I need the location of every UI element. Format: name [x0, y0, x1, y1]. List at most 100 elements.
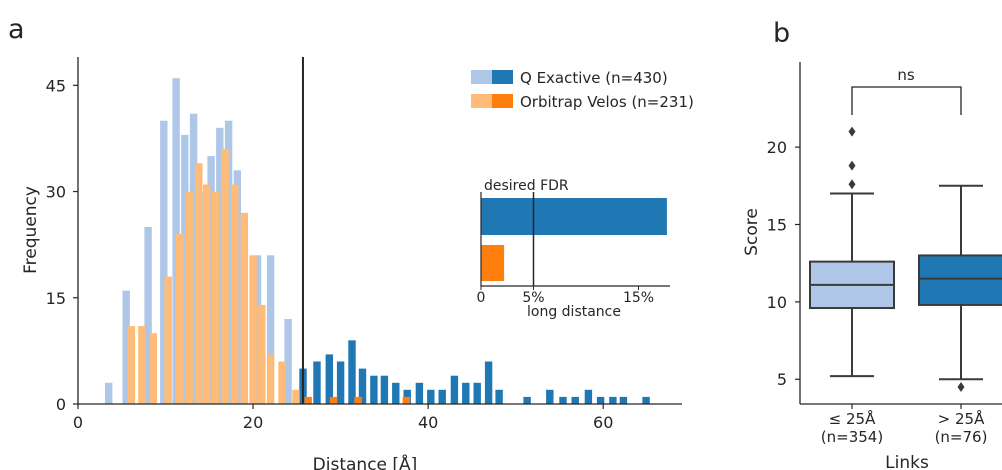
ov-bar-11	[240, 212, 248, 404]
box-y-tick-label-0: 5	[777, 370, 787, 389]
qe-bar-6	[189, 113, 198, 404]
ov-bar-17	[304, 396, 312, 404]
box-x-tick-label-1-0: > 25Å	[938, 409, 985, 428]
legend-label-qe: Q Exactive (n=430)	[520, 69, 668, 87]
significance-label: ns	[897, 66, 915, 84]
box-y-tick-label-2: 15	[767, 215, 787, 234]
qe-bar-18	[325, 354, 333, 404]
ov-bar-15	[278, 361, 286, 404]
inset-tick-label-1: 5%	[522, 290, 544, 306]
panel-label-a: a	[8, 14, 25, 45]
legend-swatch-ov-light	[471, 94, 492, 108]
qe-bar-2	[144, 227, 152, 404]
y-tick-label-1: 15	[46, 289, 66, 308]
inset-x-label: long distance	[527, 304, 621, 320]
histogram-bars	[105, 78, 650, 405]
fdr-inset-chart: desired FDR 0 5% 15% long distance	[477, 178, 670, 320]
qe-bar-38	[584, 389, 593, 404]
qe-bar-32	[484, 361, 493, 404]
boxplot-y-label: Score	[742, 208, 762, 256]
ov-bar-9	[221, 149, 229, 404]
box-y-tick-label-1: 10	[767, 293, 787, 312]
legend-swatch-qe-dark	[492, 70, 513, 84]
qe-bar-13	[253, 255, 262, 404]
flier-0-1	[848, 160, 856, 171]
qe-bar-39	[596, 396, 605, 404]
legend-swatch-qe-light	[471, 70, 492, 84]
x-tick-label-2: 40	[418, 413, 438, 432]
qe-bar-42	[642, 396, 650, 404]
qe-bar-26	[415, 382, 424, 404]
ov-bar-14	[266, 354, 275, 404]
qe-bar-41	[619, 396, 628, 404]
inset-tick-label-0: 0	[477, 290, 486, 306]
qe-bar-28	[438, 389, 446, 404]
qe-bar-35	[546, 389, 554, 404]
boxplot-x-label: Links	[885, 453, 929, 470]
inset-title: desired FDR	[484, 178, 569, 194]
significance-bracket	[851, 86, 962, 115]
box-y-tick-label-3: 20	[767, 138, 787, 157]
qe-bar-37	[571, 396, 579, 404]
ov-bar-0	[127, 326, 136, 404]
boxplot-ticks: 5 10 15 20	[767, 138, 800, 389]
ov-bar-18	[329, 396, 338, 404]
flier-1-0	[957, 381, 965, 392]
ov-bar-3	[164, 276, 172, 404]
qe-bar-20	[348, 340, 356, 404]
qe-bar-34	[523, 396, 531, 404]
qe-bar-33	[495, 389, 503, 404]
ov-bar-5	[185, 191, 193, 404]
qe-bar-30	[462, 382, 470, 404]
ov-bar-1	[138, 326, 146, 404]
inset-tick-label-2: 15%	[623, 290, 654, 306]
box-x-tick-label-0-1: (n=354)	[821, 428, 883, 446]
ov-bar-12	[249, 255, 257, 404]
qe-bar-9	[216, 127, 224, 405]
qe-bar-3	[160, 120, 168, 404]
flier-0-0	[848, 179, 856, 190]
histogram-legend: Q Exactive (n=430) Orbitrap Velos (n=231…	[471, 69, 694, 111]
inset-bar-1	[481, 245, 505, 281]
qe-bar-36	[559, 396, 567, 404]
legend-label-ov: Orbitrap Velos (n=231)	[520, 93, 694, 111]
ov-bar-4	[175, 234, 184, 404]
ov-bar-2	[149, 333, 157, 404]
ov-bar-19	[354, 396, 362, 404]
x-tick-label-0: 0	[73, 413, 83, 432]
qe-bar-27	[427, 389, 435, 404]
boxplot-chart: 5 10 15 20 ≤ 25Å(n=354) > 25Å(n=76) Score Li…	[742, 62, 1002, 470]
x-tick-label-3: 60	[593, 413, 613, 432]
qe-bar-15	[284, 319, 292, 404]
qe-bar-29	[450, 375, 459, 404]
ov-bar-8	[211, 191, 220, 404]
ov-bar-10	[231, 184, 239, 404]
inset-bars	[481, 198, 667, 281]
ov-bar-7	[203, 184, 211, 404]
flier-0-2	[848, 126, 856, 137]
qe-bar-23	[380, 375, 389, 404]
box-x-tick-label-1-1: (n=76)	[935, 428, 988, 446]
qe-bar-14	[266, 255, 275, 404]
legend-swatch-ov-dark	[492, 94, 513, 108]
histogram-x-label: Distance [Å]	[313, 453, 418, 470]
qe-bar-22	[370, 375, 378, 404]
histogram-y-label: Frequency	[21, 186, 41, 274]
ov-bar-16	[292, 389, 300, 404]
qe-bar-8	[207, 156, 215, 404]
histogram-ticks: 0 20 40 60 0 15 30 45	[46, 76, 614, 432]
boxplot-boxes: ≤ 25Å(n=354) > 25Å(n=76)	[809, 126, 1002, 446]
qe-bar-24	[392, 382, 400, 404]
ov-bar-13	[258, 304, 266, 404]
box-1	[918, 254, 1002, 306]
box-x-tick-label-0-0: ≤ 25Å	[829, 409, 876, 428]
inset-ticks: 0 5% 15%	[477, 286, 654, 306]
x-tick-label-1: 20	[243, 413, 263, 432]
ov-bar-20	[402, 396, 410, 404]
ov-bar-6	[195, 163, 203, 404]
qe-bar-17	[313, 361, 321, 404]
qe-bar-31	[473, 382, 481, 404]
qe-bar-19	[336, 361, 345, 404]
y-tick-label-3: 45	[46, 76, 66, 95]
